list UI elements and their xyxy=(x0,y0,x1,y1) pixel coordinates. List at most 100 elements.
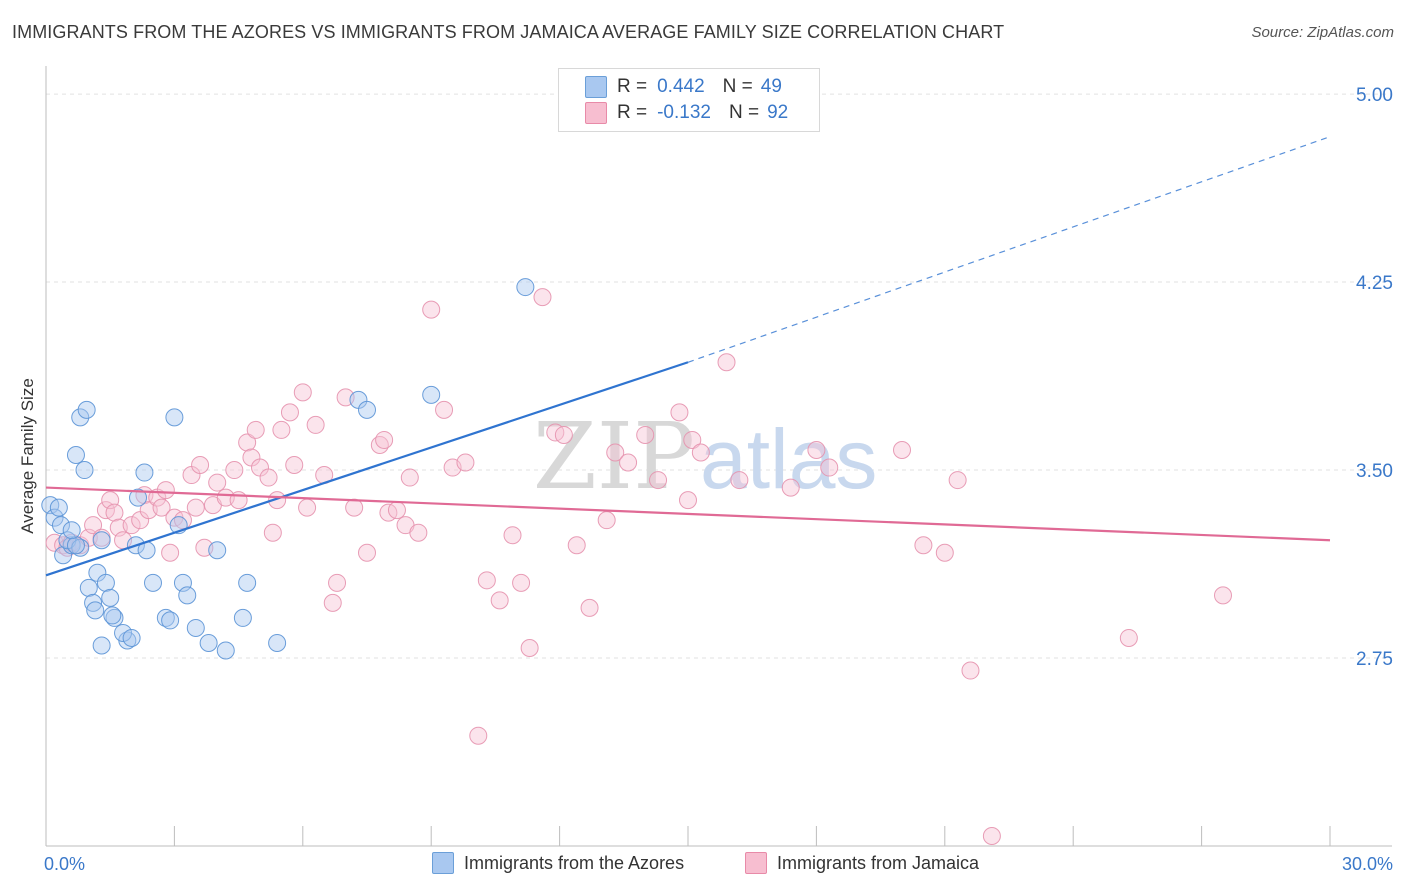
jamaica-point xyxy=(503,526,522,545)
jamaica-point xyxy=(914,536,933,555)
jamaica-point xyxy=(606,443,625,462)
jamaica-point xyxy=(191,456,210,475)
azores-point xyxy=(45,508,64,527)
azores-point xyxy=(92,531,111,550)
jamaica-point xyxy=(807,440,826,459)
watermark: ZIP atlas xyxy=(533,403,878,510)
azores-point xyxy=(92,636,111,655)
legend-swatch-jamaica xyxy=(585,102,607,124)
azores-point xyxy=(114,623,133,642)
legend-label-jamaica: Immigrants from Jamaica xyxy=(777,852,980,873)
jamaica-point xyxy=(781,478,800,497)
gridlines xyxy=(46,93,1392,659)
series-azores-points xyxy=(41,278,535,660)
y-tick-label: 5.00 xyxy=(1356,85,1393,106)
jamaica-point xyxy=(619,453,638,472)
legend-n-label: N = xyxy=(728,102,760,123)
legend-row-jamaica: R = -0.132 N = 92 xyxy=(585,100,788,126)
jamaica-point xyxy=(375,430,394,449)
legend-swatch-jamaica xyxy=(745,852,767,874)
jamaica-point xyxy=(293,383,312,402)
legend-r-label: R = xyxy=(617,102,648,123)
jamaica-point xyxy=(298,498,317,517)
jamaica-point xyxy=(456,453,475,472)
jamaica-point xyxy=(161,543,180,562)
jamaica-point xyxy=(435,400,454,419)
correlation-legend: R = 0.442 N = 49 R = -0.132 N = 92 xyxy=(558,68,820,132)
azores-point xyxy=(66,536,85,555)
legend-item-azores: Immigrants from the Azores xyxy=(432,852,684,874)
azores-point xyxy=(268,633,287,652)
legend-n-label: N = xyxy=(722,76,753,97)
jamaica-point xyxy=(246,420,265,439)
jamaica-point xyxy=(670,403,689,422)
source-credit: Source: ZipAtlas.com xyxy=(1251,24,1394,41)
azores-point xyxy=(178,586,197,605)
jamaica-point xyxy=(490,591,509,610)
jamaica-point xyxy=(272,420,291,439)
jamaica-trend-line xyxy=(45,486,1331,542)
trend-lines xyxy=(45,136,1331,577)
jamaica-point xyxy=(208,473,227,492)
y-tick-label: 2.75 xyxy=(1356,649,1393,670)
azores-point xyxy=(358,400,376,419)
azores-point xyxy=(238,573,257,592)
jamaica-point xyxy=(238,433,257,452)
azores-point xyxy=(49,498,68,517)
legend-swatch-azores xyxy=(585,76,607,98)
jamaica-point xyxy=(358,543,376,562)
jamaica-point xyxy=(982,826,1001,845)
jamaica-point xyxy=(649,471,668,490)
jamaica-point xyxy=(717,353,736,372)
legend-item-jamaica: Immigrants from Jamaica xyxy=(745,852,979,874)
jamaica-point xyxy=(105,503,124,522)
jamaica-point xyxy=(152,498,171,517)
x-tick-label: 30.0% xyxy=(1342,854,1393,874)
jamaica-point xyxy=(400,468,419,487)
azores-point xyxy=(75,461,94,480)
jamaica-point xyxy=(554,425,573,444)
legend-r-label: R = xyxy=(617,76,648,97)
x-tick-label: 0.0% xyxy=(44,854,85,874)
jamaica-point xyxy=(691,443,710,462)
jamaica-point xyxy=(512,573,531,592)
jamaica-point xyxy=(409,523,428,542)
jamaica-point xyxy=(306,415,325,434)
jamaica-point xyxy=(263,523,282,542)
legend-n-value: 49 xyxy=(760,76,782,97)
axes xyxy=(45,66,1392,847)
azores-point xyxy=(96,573,115,592)
azores-trend-line xyxy=(45,361,689,577)
azores-point xyxy=(516,278,535,297)
watermark-atlas: atlas xyxy=(700,412,877,506)
azores-point xyxy=(84,593,103,612)
series-jamaica-points xyxy=(45,288,1232,845)
azores-point xyxy=(77,400,96,419)
jamaica-point xyxy=(520,638,539,657)
jamaica-point xyxy=(961,661,980,680)
jamaica-point xyxy=(679,491,697,510)
jamaica-point xyxy=(225,461,244,480)
azores-point xyxy=(122,628,141,647)
legend-row-azores: R = 0.442 N = 49 xyxy=(585,74,782,100)
jamaica-point xyxy=(122,516,141,535)
jamaica-point xyxy=(285,456,304,475)
jamaica-point xyxy=(387,501,406,520)
jamaica-point xyxy=(259,468,278,487)
jamaica-point xyxy=(1119,628,1138,647)
jamaica-point xyxy=(156,481,175,500)
jamaica-point xyxy=(280,403,299,422)
jamaica-point xyxy=(477,571,496,590)
jamaica-point xyxy=(935,543,954,562)
azores-point xyxy=(62,521,81,540)
jamaica-point xyxy=(948,471,967,490)
jamaica-point xyxy=(580,598,599,617)
azores-trend-extension xyxy=(687,136,1331,363)
azores-point xyxy=(208,541,227,560)
jamaica-point xyxy=(469,726,488,745)
jamaica-point xyxy=(636,425,655,444)
azores-point xyxy=(103,606,122,625)
jamaica-point xyxy=(1214,586,1232,605)
jamaica-point xyxy=(328,573,347,592)
